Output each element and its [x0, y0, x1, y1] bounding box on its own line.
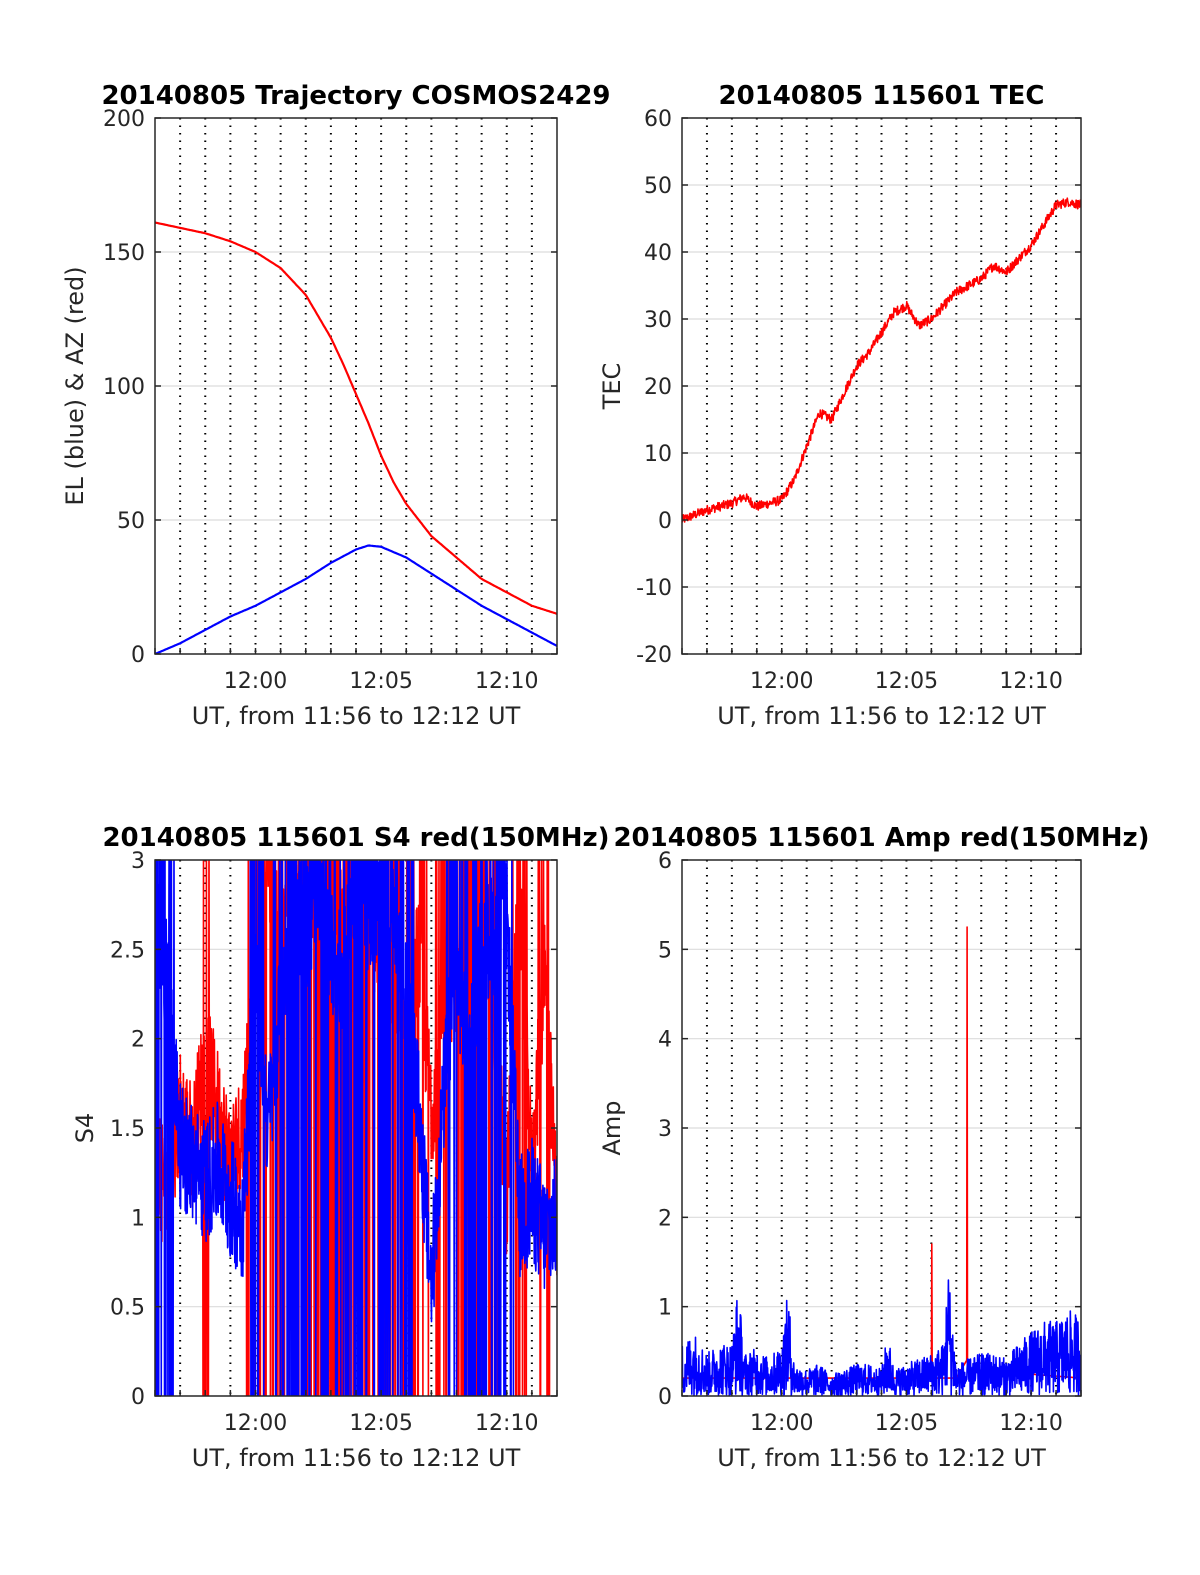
x-axis-label: UT, from 11:56 to 12:12 UT — [717, 702, 1046, 730]
subplot-3: 0 0.5 1 1.5 2 2.5 3 12:00 12:05 12:10 20140805 115… — [71, 823, 610, 1472]
subplot-1: 0 50 100 150 200 12:00 12:05 12:10 20140805 Traj… — [61, 81, 611, 730]
x-axis-label: UT, from 11:56 to 12:12 UT — [192, 1444, 521, 1472]
y-tick-label: 0 — [131, 643, 145, 668]
y-tick-label: -20 — [636, 643, 672, 668]
series-group — [682, 197, 1081, 523]
y-tick-label: 1 — [658, 1296, 672, 1321]
y-tick-label: 60 — [644, 107, 672, 132]
x-tick-label: 12:00 — [750, 1411, 813, 1436]
subplot-title: 20140805 Trajectory COSMOS2429 — [101, 81, 610, 111]
y-tick-label: 0.5 — [110, 1296, 145, 1321]
x-tick-label: 12:00 — [224, 669, 287, 694]
y-tick-label: 50 — [644, 174, 672, 199]
y-tick-label: 10 — [644, 442, 672, 467]
y-tick-label: 1.5 — [110, 1117, 145, 1142]
y-tick-label: 1 — [131, 1206, 145, 1231]
x-tick-label: 12:10 — [999, 669, 1062, 694]
series-line-red — [155, 221, 557, 615]
x-tick-label: 12:05 — [875, 669, 938, 694]
y-tick-label: 3 — [131, 849, 145, 874]
x-tick-label: 12:10 — [475, 669, 538, 694]
y-tick-label: 2 — [131, 1028, 145, 1053]
x-tick-label: 12:05 — [349, 1411, 412, 1436]
x-axis-label: UT, from 11:56 to 12:12 UT — [717, 1444, 1046, 1472]
y-tick-label: 30 — [644, 308, 672, 333]
series-group — [155, 860, 557, 1396]
x-tick-label: 12:00 — [224, 1411, 287, 1436]
subplot-title: 20140805 115601 S4 red(150MHz) — [102, 823, 609, 853]
y-tick-label: 2 — [658, 1206, 672, 1231]
y-tick-label: 0 — [658, 1385, 672, 1410]
y-tick-label: 5 — [658, 938, 672, 963]
x-tick-label: 12:10 — [475, 1411, 538, 1436]
y-tick-label: 4 — [658, 1028, 672, 1053]
y-tick-label: 40 — [644, 241, 672, 266]
y-tick-label: 50 — [117, 509, 145, 534]
y-axis-label: EL (blue) & AZ (red) — [61, 266, 89, 505]
subplot-title: 20140805 115601 Amp red(150MHz) — [613, 823, 1149, 853]
y-axis-label: Amp — [598, 1100, 626, 1155]
series-line-blue — [155, 860, 557, 1396]
y-axis-label: S4 — [71, 1113, 99, 1144]
series-line-red — [682, 197, 1081, 523]
subplot-4: 0 1 2 3 4 5 6 12:00 12:05 12:10 20140805 115601 Am… — [598, 823, 1150, 1472]
x-axis-label: UT, from 11:56 to 12:12 UT — [192, 702, 521, 730]
y-tick-label: 20 — [644, 375, 672, 400]
x-tick-label: 12:05 — [349, 669, 412, 694]
y-tick-label: -10 — [636, 576, 672, 601]
x-tick-label: 12:10 — [999, 1411, 1062, 1436]
subplot-title: 20140805 115601 TEC — [719, 81, 1045, 111]
series-line-blue — [155, 544, 557, 654]
x-tick-label: 12:00 — [750, 669, 813, 694]
y-tick-label: 6 — [658, 849, 672, 874]
y-tick-label: 200 — [103, 107, 145, 132]
y-tick-label: 0 — [131, 1385, 145, 1410]
y-tick-label: 150 — [103, 241, 145, 266]
y-axis-label: TEC — [598, 363, 626, 411]
series-group — [155, 221, 557, 654]
x-tick-label: 12:05 — [875, 1411, 938, 1436]
y-tick-label: 0 — [658, 509, 672, 534]
y-tick-label: 100 — [103, 375, 145, 400]
y-tick-label: 3 — [658, 1117, 672, 1142]
y-tick-label: 2.5 — [110, 938, 145, 963]
subplot-2: -20 -10 0 10 20 30 40 50 60 12:00 12:05 12:10 201408… — [598, 81, 1082, 730]
